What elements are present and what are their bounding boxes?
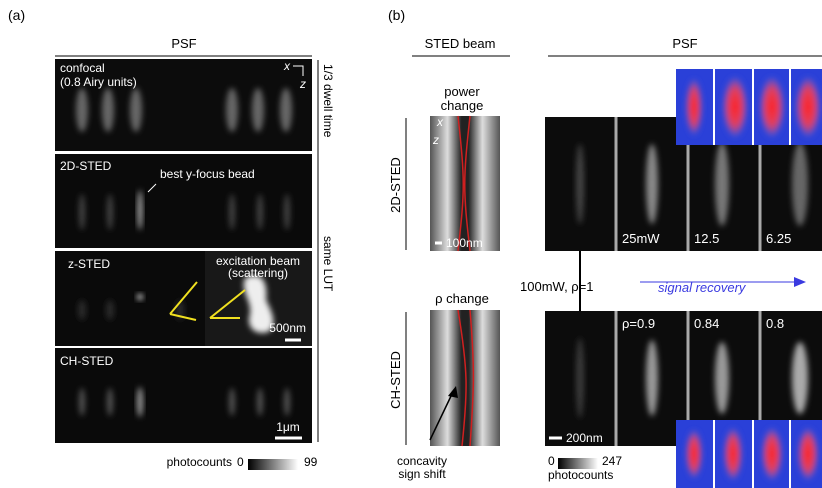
annotation: best y-focus bead	[160, 167, 255, 181]
scale-bar-label: 500nm	[269, 321, 306, 335]
psf-label: 0.84	[694, 316, 719, 331]
image-z-sted: z-STED excitation beam (scattering) 500n…	[55, 251, 312, 346]
annotation: concavity	[397, 454, 447, 468]
arrows	[169, 281, 246, 321]
recovery-label: signal recovery	[658, 280, 747, 295]
scale-bar-label: 1μm	[276, 420, 300, 434]
side-label: same LUT	[321, 236, 335, 292]
psf-label: 6.25	[766, 231, 791, 246]
image-2d-sted: 2D-STED best y-focus bead	[55, 154, 312, 248]
scale-bar-label: 100nm	[446, 236, 483, 250]
colorbar-max: 247	[602, 454, 622, 468]
colorbar	[558, 458, 598, 469]
colorbar-min: 0	[548, 454, 555, 468]
caption: change	[441, 98, 484, 113]
psf-label: 12.5	[694, 231, 719, 246]
axis-label: z	[432, 133, 439, 147]
colorbar-min: 0	[237, 455, 244, 469]
colorbar	[248, 459, 298, 470]
colorbar-label: photocounts	[167, 455, 232, 469]
axis-label: z	[299, 77, 306, 91]
row-sublabel: (0.8 Airy units)	[60, 75, 137, 89]
color-inset-bottom	[676, 420, 822, 488]
panel-label: (a)	[8, 7, 25, 23]
inset-subtitle: (scattering)	[228, 266, 288, 280]
arrow	[147, 183, 157, 193]
scale-bar-label: 200nm	[566, 431, 603, 445]
colorbar-label: photocounts	[548, 468, 613, 482]
column-title: STED beam	[425, 36, 496, 51]
side-label: 1/3 dwell time	[321, 64, 335, 138]
caption: ρ change	[435, 291, 489, 306]
psf-label: 25mW	[622, 231, 660, 246]
caption: power	[444, 84, 480, 99]
row-label: z-STED	[68, 257, 110, 271]
image-confocal: confocal (0.8 Airy units) x z	[55, 59, 312, 151]
psf-label: 0.8	[766, 316, 784, 331]
row-label: CH-STED	[388, 351, 403, 409]
panel-label: (b)	[388, 7, 405, 23]
colorbar-max: 99	[304, 455, 318, 469]
middle-label: 100mW, ρ=1	[520, 279, 594, 294]
color-inset-top	[676, 69, 822, 145]
row-label: CH-STED	[60, 354, 114, 368]
column-title: PSF	[672, 36, 697, 51]
panel-title: PSF	[171, 36, 196, 51]
axis-label: x	[436, 115, 444, 129]
sted-beam-top: x z 100nm	[430, 115, 500, 252]
row-label: confocal	[60, 61, 105, 75]
row-label: 2D-STED	[60, 159, 112, 173]
axis-label: x	[283, 59, 291, 73]
sted-beam-bottom	[429, 309, 500, 447]
image-ch-sted: CH-STED 1μm	[55, 348, 312, 443]
row-label: 2D-STED	[388, 157, 403, 213]
psf-label: ρ=0.9	[622, 316, 655, 331]
inset-title: excitation beam	[216, 254, 300, 268]
annotation: sign shift	[398, 467, 446, 481]
